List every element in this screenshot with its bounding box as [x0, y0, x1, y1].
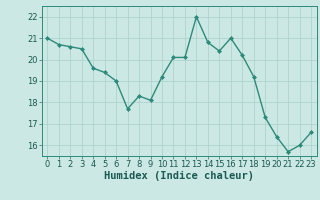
X-axis label: Humidex (Indice chaleur): Humidex (Indice chaleur) [104, 171, 254, 181]
